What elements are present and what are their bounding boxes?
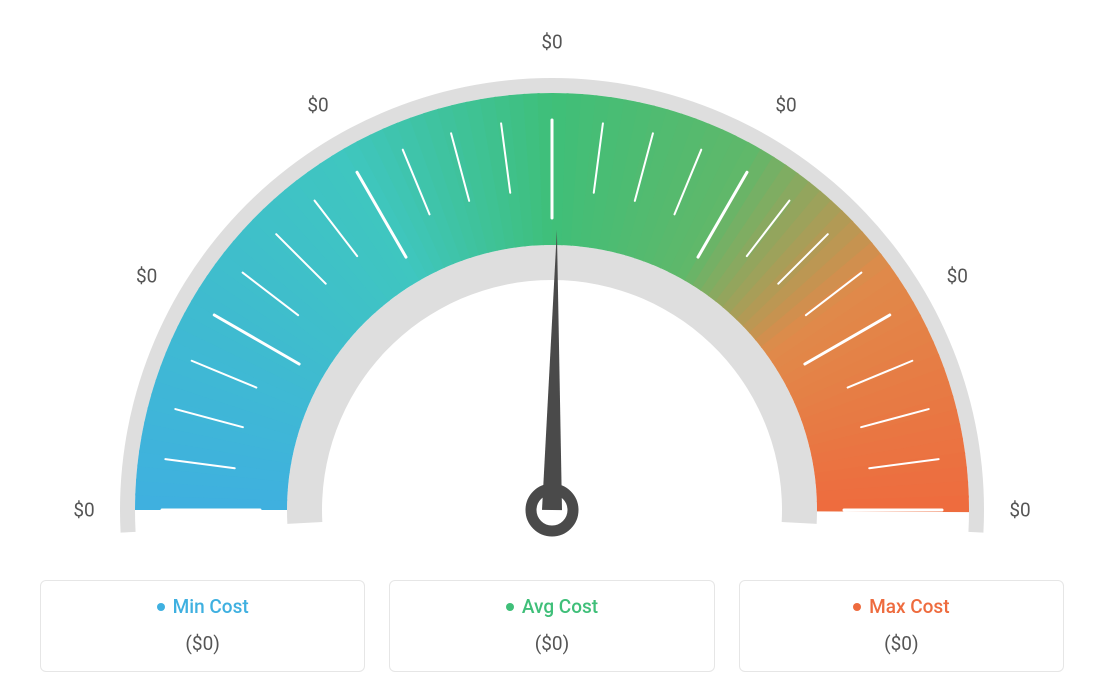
gauge-scale-label: $0 — [947, 265, 968, 288]
legend-value-avg: ($0) — [400, 632, 703, 655]
legend-card-avg: Avg Cost ($0) — [389, 580, 714, 672]
legend-label-text-min: Min Cost — [173, 595, 249, 618]
gauge-scale-label: $0 — [775, 93, 796, 116]
legend-label-text-max: Max Cost — [869, 595, 949, 618]
gauge: $0 $0 $0 $0 $0 $0 $0 — [0, 0, 1104, 560]
legend-label-min: Min Cost — [157, 595, 249, 618]
dot-icon — [506, 603, 514, 611]
gauge-chart-container: $0 $0 $0 $0 $0 $0 $0 Min Cost ($0) Avg Cost ($… — [0, 0, 1104, 690]
dot-icon — [157, 603, 165, 611]
gauge-scale-label: $0 — [541, 31, 562, 54]
legend-value-min: ($0) — [51, 632, 354, 655]
gauge-scale-label: $0 — [1009, 499, 1030, 522]
legend-label-max: Max Cost — [853, 595, 949, 618]
legend-row: Min Cost ($0) Avg Cost ($0) Max Cost ($0… — [40, 580, 1064, 672]
gauge-scale-label: $0 — [307, 93, 328, 116]
legend-card-min: Min Cost ($0) — [40, 580, 365, 672]
dot-icon — [853, 603, 861, 611]
legend-value-max: ($0) — [750, 632, 1053, 655]
gauge-scale-label: $0 — [136, 265, 157, 288]
legend-card-max: Max Cost ($0) — [739, 580, 1064, 672]
legend-label-text-avg: Avg Cost — [522, 595, 598, 618]
gauge-svg — [0, 0, 1104, 560]
gauge-scale-label: $0 — [73, 499, 94, 522]
legend-label-avg: Avg Cost — [506, 595, 598, 618]
